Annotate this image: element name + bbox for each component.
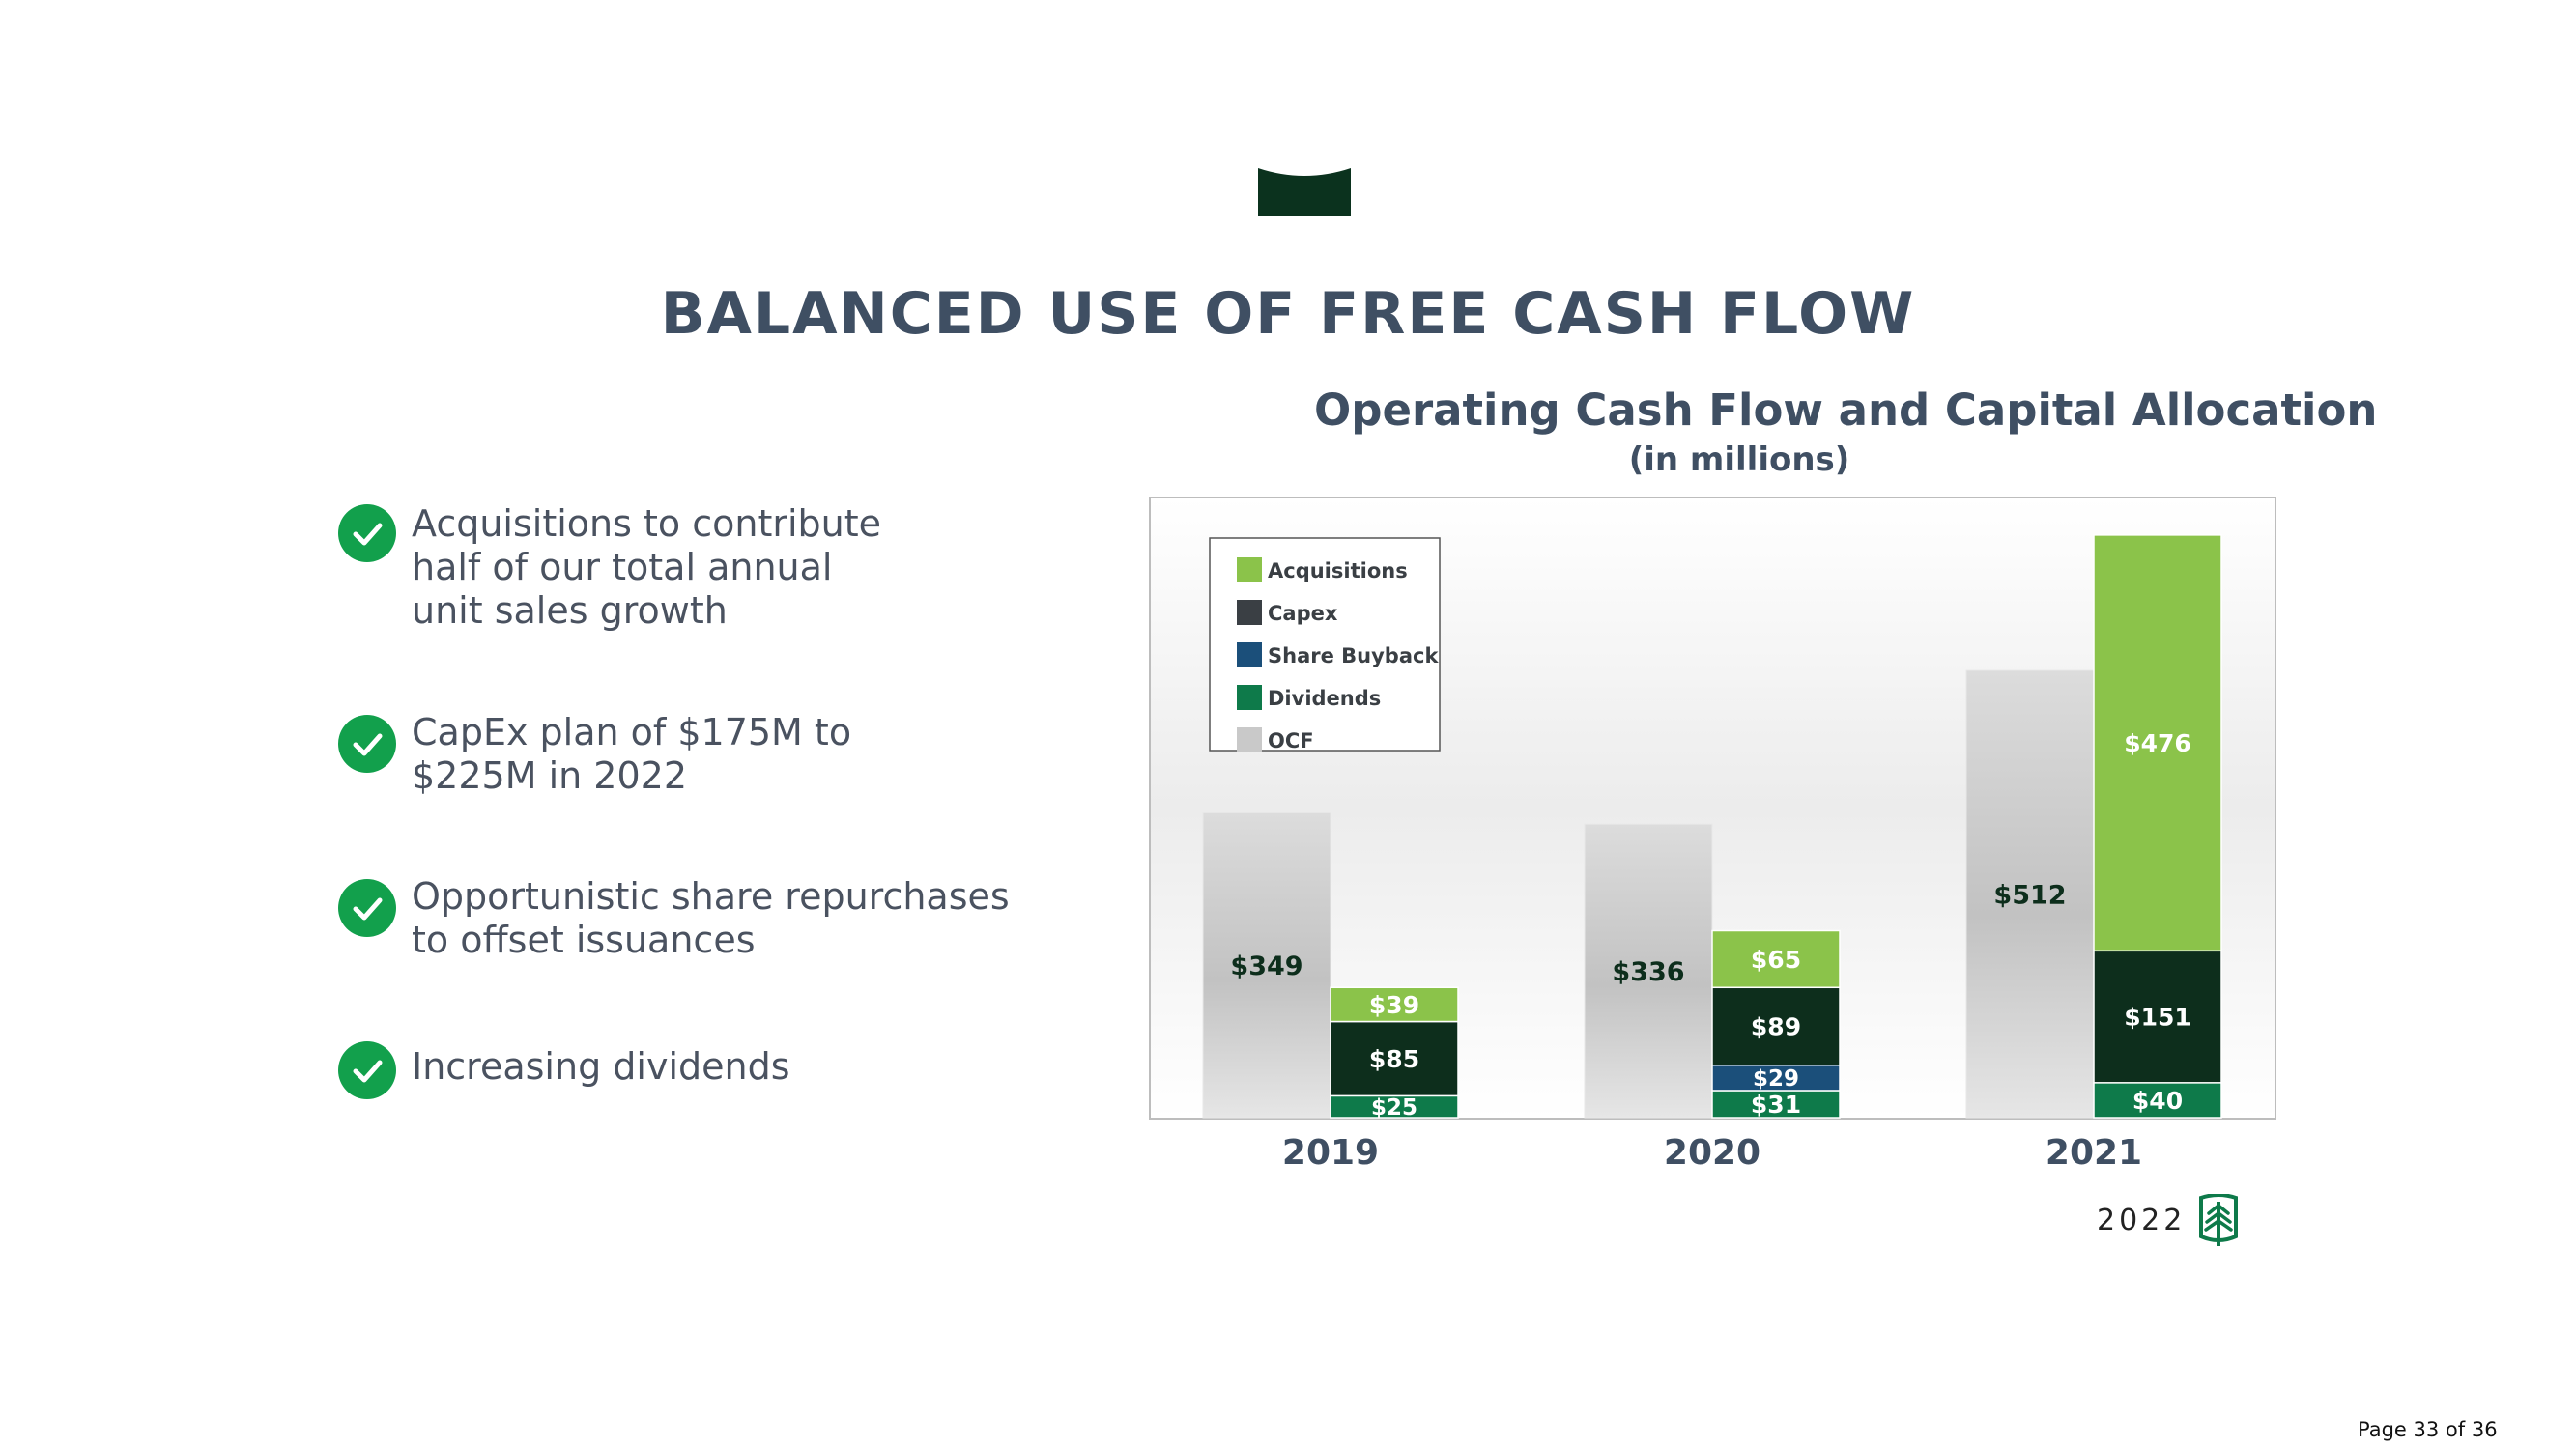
check-circle-icon — [338, 504, 396, 562]
legend-swatch-acquisitions — [1237, 557, 1262, 582]
data-label-dividends-2019: $25 — [1371, 1095, 1417, 1121]
check-circle-icon — [338, 879, 396, 937]
data-label-acquisitions-2019: $39 — [1369, 991, 1419, 1019]
bullet-text: CapEx plan of $175M to $225M in 2022 — [412, 711, 852, 797]
data-label-acquisitions-2021: $476 — [2124, 729, 2191, 757]
legend-swatch-dividends — [1237, 685, 1262, 710]
bars: $349 $25 $85 $39 $336 $31$29 $89 $65 $512 $40 $151… — [1202, 534, 2222, 1121]
legend: Acquisitions Capex Share Buyback Dividends O… — [1209, 537, 1441, 752]
legend-label-acquisitions: Acquisitions — [1268, 559, 1408, 582]
chart: $349 $25 $85 $39 $336 $31$29 $89 $65 $512 $40 $151… — [1149, 497, 2276, 1173]
data-label-capex-2020: $89 — [1751, 1013, 1801, 1041]
bar-dividends-2021 — [2093, 1082, 2222, 1119]
data-label-ocf-2021: $512 — [1993, 881, 2066, 911]
check-circle-icon — [338, 1041, 396, 1099]
footer-year: 2022 — [2097, 1204, 2187, 1237]
chart-title: Operating Cash Flow and Capital Allocati… — [1314, 384, 2378, 436]
bar-ocf-2020 — [1584, 823, 1713, 1119]
bar-ocf-2021 — [1965, 669, 2095, 1119]
data-label-acquisitions-2020: $65 — [1751, 946, 1801, 974]
data-label-capex-2021: $151 — [2124, 1004, 2191, 1032]
legend-label-share-buyback: Share Buyback — [1268, 644, 1439, 667]
data-label-dividends-2020: $31 — [1751, 1091, 1801, 1119]
data-label-share-buyback-2020: $29 — [1753, 1066, 1799, 1092]
banner-logo-icon — [1258, 168, 1351, 216]
bar-acquisitions-2021 — [2093, 534, 2222, 952]
bullet-text: Acquisitions to contribute half of our t… — [412, 502, 882, 632]
legend-swatch-capex — [1237, 600, 1262, 625]
bar-capex-2020 — [1711, 986, 1841, 1066]
bar-acquisitions-2019 — [1330, 986, 1459, 1023]
bar-ocf-2019 — [1202, 811, 1331, 1119]
data-label-capex-2019: $85 — [1369, 1045, 1419, 1073]
chart-subtitle: (in millions) — [1628, 440, 1850, 479]
x-tick-2021: 2021 — [2046, 1133, 2142, 1173]
legend-label-dividends: Dividends — [1268, 687, 1381, 710]
legend-swatch-ocf — [1237, 727, 1262, 752]
bullet-text: Opportunistic share repurchases to offse… — [412, 875, 1010, 961]
bullet-text: Increasing dividends — [412, 1045, 790, 1088]
x-tick-2020: 2020 — [1664, 1133, 1760, 1173]
data-label-ocf-2020: $336 — [1612, 957, 1684, 987]
check-circle-icon — [338, 715, 396, 773]
x-tick-2019: 2019 — [1282, 1133, 1379, 1173]
legend-label-ocf: OCF — [1268, 729, 1314, 752]
bar-capex-2021 — [2093, 950, 2222, 1084]
data-label-ocf-2019: $349 — [1230, 951, 1302, 981]
bar-capex-2019 — [1330, 1020, 1459, 1097]
legend-swatch-share-buyback — [1237, 642, 1262, 667]
page-title: BALANCED USE OF FREE CASH FLOW — [660, 280, 1916, 348]
bar-acquisitions-2020 — [1711, 929, 1841, 989]
page-number: Page 33 of 36 — [2358, 1418, 2498, 1441]
legend-label-capex: Capex — [1268, 602, 1338, 625]
data-label-dividends-2021: $40 — [2132, 1087, 2183, 1115]
tree-logo-icon — [2199, 1194, 2238, 1246]
x-tick-labels: 2019 2020 2021 — [1282, 1133, 2142, 1173]
